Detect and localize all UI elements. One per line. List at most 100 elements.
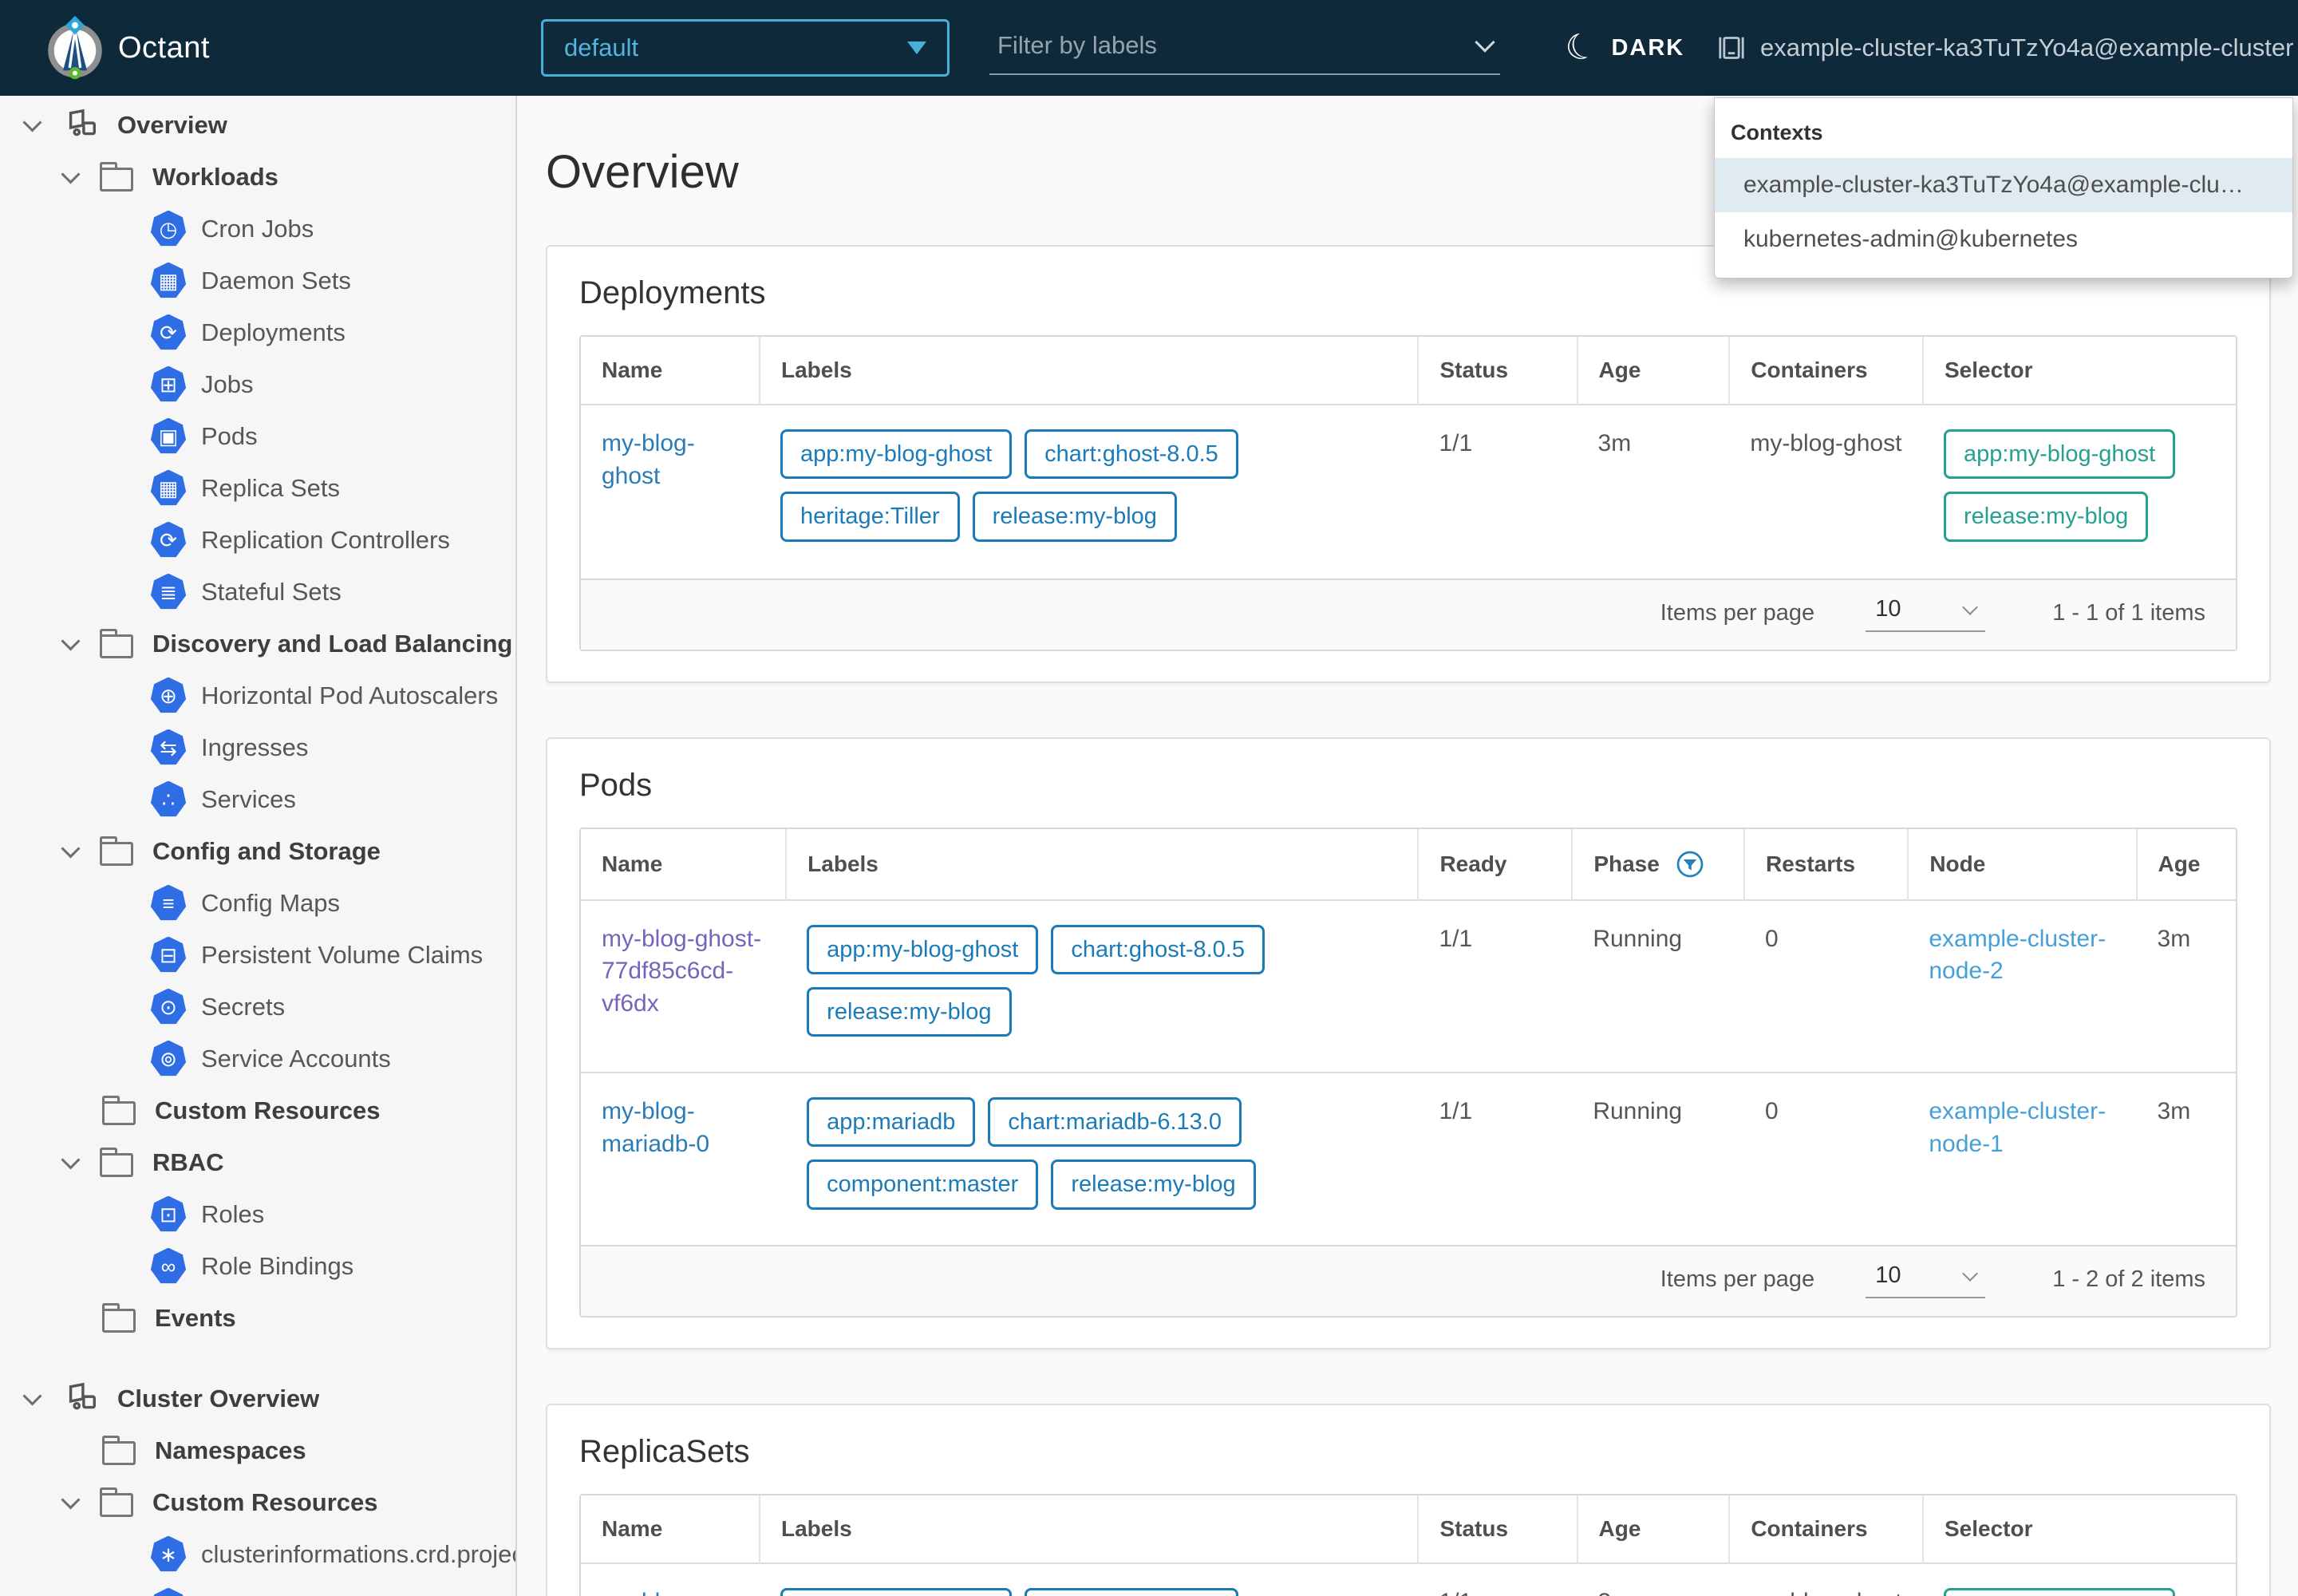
sidebar-item-role-bindings[interactable]: ∞Role Bindings <box>0 1240 515 1292</box>
selector-chip: app:my-blog-ghost <box>1944 1588 2175 1596</box>
sidebar-item-pods[interactable]: ▣Pods <box>0 410 515 462</box>
contexts-dropdown: Contexts example-cluster-ka3TuTzYo4a@exa… <box>1714 97 2293 279</box>
nav-label: Horizontal Pod Autoscalers <box>201 681 498 710</box>
cluster-icon <box>1716 32 1747 64</box>
age-cell: 3m <box>2137 1073 2236 1245</box>
label-chip: app:my-blog-ghost <box>780 1588 1012 1596</box>
chevron-down-icon[interactable] <box>22 113 41 132</box>
chevron-down-icon[interactable] <box>61 631 80 650</box>
nav-label: Secrets <box>201 993 285 1021</box>
sidebar-item-csidrivers[interactable]: ∗csidrivers.csi.storage.k8s.io <box>0 1580 515 1596</box>
sidebar-item-horizontal-pod-autoscalers[interactable]: ⊕Horizontal Pod Autoscalers <box>0 670 515 721</box>
context-option[interactable]: kubernetes-admin@kubernetes <box>1715 212 2292 267</box>
column-header-restarts: Restarts <box>1744 829 1908 900</box>
folder-icon <box>100 842 133 866</box>
nav-label: Discovery and Load Balancing <box>152 630 512 658</box>
chevron-down-icon[interactable] <box>22 1386 41 1405</box>
nav-label: Events <box>155 1304 236 1333</box>
pods-card: Pods Name Labels Ready Phase Restarts No… <box>546 737 2271 1349</box>
filter-icon[interactable] <box>1676 850 1704 879</box>
node-link[interactable]: example-cluster-node-1 <box>1929 1096 2115 1160</box>
column-header-name: Name <box>581 1495 760 1563</box>
pod-link[interactable]: my-blog-mariadb-0 <box>602 1096 765 1160</box>
caret-down-icon <box>907 41 926 54</box>
replicationcontrollers-icon: ⟳ <box>150 522 187 559</box>
replicaset-link[interactable]: my-blog-ghost-77df85c6cd <box>602 1586 739 1596</box>
items-per-page-label: Items per page <box>1660 600 1814 626</box>
column-header-age: Age <box>1577 1495 1730 1563</box>
sidebar-item-replication-controllers[interactable]: ⟳Replication Controllers <box>0 514 515 566</box>
column-header-labels: Labels <box>760 337 1418 405</box>
namespace-select[interactable]: default <box>541 19 950 77</box>
crd-icon: ∗ <box>150 1536 187 1573</box>
nav-label: Cron Jobs <box>201 215 314 243</box>
label-chip: app:my-blog-ghost <box>807 925 1038 974</box>
sidebar-item-cluster-overview[interactable]: Cluster Overview <box>0 1373 515 1424</box>
chevron-down-icon[interactable] <box>61 164 80 184</box>
chevron-down-icon[interactable] <box>61 1490 80 1509</box>
sidebar-item-config-maps[interactable]: ≡Config Maps <box>0 877 515 929</box>
sidebar-item-overview[interactable]: Overview <box>0 99 515 151</box>
pods-card-title: Pods <box>579 768 2237 804</box>
nav-label: Overview <box>117 111 227 140</box>
column-header-name: Name <box>581 829 786 900</box>
folder-icon <box>100 1493 133 1517</box>
deployments-table: Name Labels Status Age Containers Select… <box>579 335 2237 651</box>
nav-label: Namespaces <box>155 1436 306 1465</box>
sidebar-item-events[interactable]: Events <box>0 1292 515 1344</box>
sidebar-item-ingresses[interactable]: ⇆Ingresses <box>0 721 515 773</box>
table-row: my-blog-ghost app:my-blog-ghostchart:gho… <box>581 405 2236 579</box>
replicasets-card: ReplicaSets Name Labels Status Age Conta… <box>546 1404 2271 1596</box>
chevron-down-icon[interactable] <box>61 839 80 858</box>
items-per-page-select[interactable]: 10 <box>1866 1261 1985 1298</box>
sidebar-item-jobs[interactable]: ⊞Jobs <box>0 358 515 410</box>
nav-label: Workloads <box>152 163 278 192</box>
column-header-name: Name <box>581 337 760 405</box>
sidebar-item-stateful-sets[interactable]: ≣Stateful Sets <box>0 566 515 618</box>
deployment-link[interactable]: my-blog-ghost <box>602 428 739 492</box>
sidebar-item-services[interactable]: ∴Services <box>0 773 515 825</box>
context-selector[interactable]: example-cluster-ka3TuTzYo4a@example-clus… <box>1716 0 2298 96</box>
sidebar-item-namespaces[interactable]: Namespaces <box>0 1424 515 1476</box>
octant-logo-icon <box>43 16 107 80</box>
applications-icon <box>63 1381 100 1417</box>
sidebar-item-custom-resources[interactable]: Custom Resources <box>0 1084 515 1136</box>
label-chip: component:master <box>807 1159 1038 1209</box>
table-header-row: Name Labels Ready Phase Restarts Node Ag… <box>581 829 2236 900</box>
filter-labels-input[interactable]: Filter by labels <box>989 18 1500 75</box>
sidebar-item-service-accounts[interactable]: ⊚ Service Accounts <box>0 1033 515 1084</box>
folder-icon <box>102 1441 136 1465</box>
sidebar-item-discovery-load-balancing[interactable]: Discovery and Load Balancing <box>0 618 515 670</box>
column-header-age: Age <box>2137 829 2236 900</box>
pod-link[interactable]: my-blog-ghost-77df85c6cd-vf6dx <box>602 923 765 1021</box>
pods-table: Name Labels Ready Phase Restarts Node Ag… <box>579 828 2237 1317</box>
items-per-page-select[interactable]: 10 <box>1866 595 1985 632</box>
nav-label: Service Accounts <box>201 1045 391 1073</box>
sidebar-item-replica-sets[interactable]: ▦Replica Sets <box>0 462 515 514</box>
theme-toggle[interactable]: ☾ DARK <box>1566 0 1684 96</box>
sidebar-item-config-and-storage[interactable]: Config and Storage <box>0 825 515 877</box>
sidebar-item-daemon-sets[interactable]: ▦Daemon Sets <box>0 255 515 306</box>
sidebar-item-persistent-volume-claims[interactable]: ⊟Persistent Volume Claims <box>0 929 515 981</box>
serviceaccounts-icon: ⊚ <box>150 1041 187 1077</box>
sidebar-item-cluster-custom-resources[interactable]: Custom Resources <box>0 1476 515 1528</box>
sidebar-item-cron-jobs[interactable]: ◷Cron Jobs <box>0 203 515 255</box>
sidebar-item-roles[interactable]: ⊡Roles <box>0 1188 515 1240</box>
nav-label: Cluster Overview <box>117 1385 319 1413</box>
sidebar-item-rbac[interactable]: RBAC <box>0 1136 515 1188</box>
services-icon: ∴ <box>150 781 187 818</box>
containers-cell: my-blog-ghost <box>1729 1563 1923 1596</box>
column-header-ready: Ready <box>1418 829 1572 900</box>
column-header-status: Status <box>1418 337 1577 405</box>
sidebar-item-workloads[interactable]: Workloads <box>0 151 515 203</box>
label-chip: chart:ghost-8.0.5 <box>1025 1588 1238 1596</box>
sidebar-item-clusterinformations[interactable]: ∗clusterinformations.crd.projec <box>0 1528 515 1580</box>
ingresses-icon: ⇆ <box>150 729 187 766</box>
chevron-down-icon[interactable] <box>61 1150 80 1169</box>
column-header-labels: Labels <box>786 829 1418 900</box>
node-link[interactable]: example-cluster-node-2 <box>1929 923 2115 988</box>
sidebar-item-secrets[interactable]: ⊙Secrets <box>0 981 515 1033</box>
context-option-selected[interactable]: example-cluster-ka3TuTzYo4a@example-clu… <box>1715 158 2292 212</box>
topbar: Octant default Filter by labels ☾ DARK e… <box>0 0 2298 96</box>
sidebar-item-deployments[interactable]: ⟳Deployments <box>0 306 515 358</box>
